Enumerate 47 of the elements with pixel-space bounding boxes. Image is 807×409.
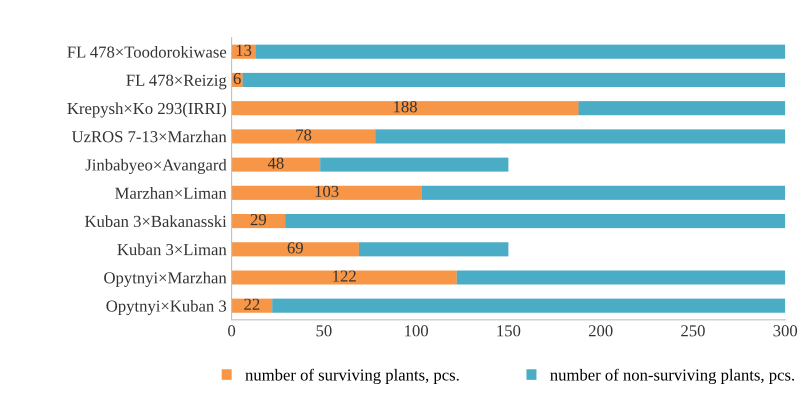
bar [358,242,508,256]
data-label: 48 [268,158,284,169]
bar [578,101,786,116]
y-tick-label: Opytnyi×Marzhan [104,272,226,287]
y-tick-label: FL 478×Toodorokiwase [67,46,226,58]
bar [232,158,320,172]
bar [376,129,786,144]
x-tick-label: 300 [774,325,798,336]
bar [232,214,286,228]
data-label: 6 [234,72,241,84]
x-tick-label: 200 [588,325,613,336]
data-label: 103 [316,186,338,198]
bar [232,242,359,256]
data-label: 188 [394,101,417,112]
bar [232,101,579,116]
bar [285,214,786,228]
data-label: 22 [244,298,260,310]
y-tick-label: Opytnyi×Kuban 3 [106,300,226,316]
y-tick-label: UzROS 7-13×Marzhan [72,130,226,142]
x-tick-label: 250 [681,325,705,336]
legend-label: number of surviving plants, pcs. [245,368,459,384]
bar [256,44,786,59]
y-tick-label: Marzhan×Liman [115,187,226,199]
x-tick-label: 0 [228,325,236,336]
data-label: 29 [250,214,266,226]
y-tick-label: Kuban 3×Bakanasski [84,215,226,228]
x-tick-label: 150 [497,325,520,336]
y-tick-label: Kuban 3×Liman [117,244,226,256]
data-label: 13 [236,44,252,56]
bar [232,129,376,144]
bar [232,270,457,285]
data-label: 78 [296,129,312,141]
bar [320,158,508,172]
bar [272,298,786,313]
data-label: 122 [333,270,356,282]
bar [242,72,786,88]
y-tick-label: FL 478×Reizig [126,74,226,90]
y-tick-label: Jinbabyeo×Avangard [86,158,227,174]
bar [422,186,786,200]
bar [456,270,786,285]
x-tick-label: 50 [316,325,332,336]
bar [232,186,422,200]
x-tick-label: 100 [405,325,428,336]
bar [232,298,272,313]
legend-label: number of non-surviving plants, pcs. [550,368,794,384]
data-label: 69 [288,242,303,254]
y-tick-label: Krepysh×Ko 293(IRRI) [67,102,226,118]
